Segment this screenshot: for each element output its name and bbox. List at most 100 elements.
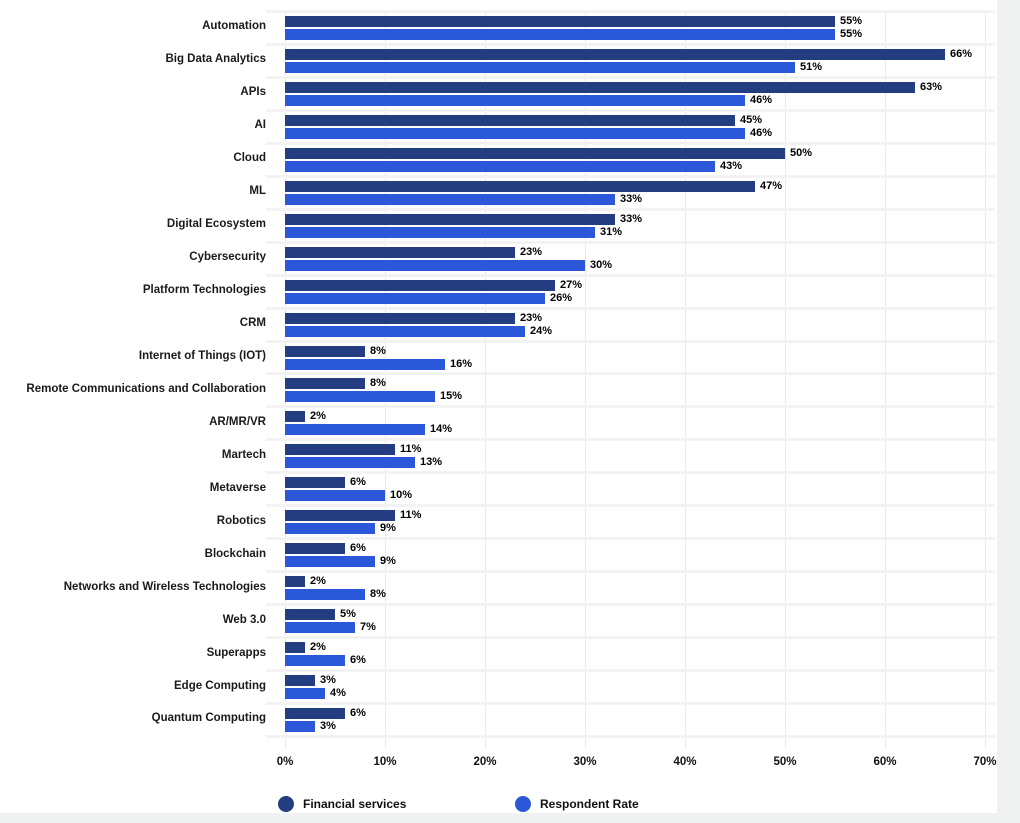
respondent-rate-bar[interactable] <box>285 292 545 304</box>
financial-services-bar[interactable] <box>285 543 345 555</box>
category-label: ML <box>249 185 266 198</box>
bar-value-label: 5% <box>340 608 356 621</box>
category-label: Cybersecurity <box>189 251 266 264</box>
bar-value-label: 6% <box>350 542 366 555</box>
respondent-rate-bar[interactable] <box>285 556 375 568</box>
bar-value-label: 51% <box>800 60 823 73</box>
bar-value-label: 7% <box>360 621 376 634</box>
bar-value-label: 8% <box>370 588 386 601</box>
bar-value-label: 8% <box>370 377 386 390</box>
bar-line: 63% <box>285 81 995 93</box>
bar-line: 55% <box>285 28 995 40</box>
respondent-rate-bar[interactable] <box>285 523 375 535</box>
financial-services-bar[interactable] <box>285 279 555 291</box>
category-label: APIs <box>240 86 266 99</box>
respondent-rate-bar[interactable] <box>285 688 325 700</box>
chart-row: Internet of Things (IOT) 8% 16% <box>0 339 995 373</box>
bar-line: 6% <box>285 707 995 719</box>
financial-services-bar[interactable] <box>285 510 395 522</box>
respondent-rate-bar[interactable] <box>285 589 365 601</box>
chart-row: Superapps 2% 6% <box>0 636 995 669</box>
respondent-rate-bar[interactable] <box>285 61 795 73</box>
financial-services-bar[interactable] <box>285 345 365 357</box>
respondent-rate-bar[interactable] <box>285 720 315 732</box>
bar-value-label: 46% <box>750 93 773 106</box>
financial-services-bar[interactable] <box>285 609 335 621</box>
x-axis-tick-label: 70% <box>973 756 997 768</box>
respondent-rate-bar[interactable] <box>285 391 435 403</box>
bar-value-label: 11% <box>400 443 422 456</box>
financial-services-bar[interactable] <box>285 642 305 654</box>
row-plot: 5% 7% <box>266 603 995 636</box>
row-plot: 55% 55% <box>266 10 995 43</box>
financial-services-bar[interactable] <box>285 707 345 719</box>
financial-services-bar[interactable] <box>285 180 755 192</box>
respondent-rate-bar[interactable] <box>285 457 415 469</box>
financial-services-bar[interactable] <box>285 576 305 588</box>
respondent-rate-bar[interactable] <box>285 424 425 436</box>
financial-services-bar[interactable] <box>285 48 945 60</box>
respondent-rate-bar[interactable] <box>285 127 745 139</box>
respondent-rate-bar[interactable] <box>285 358 445 370</box>
respondent-rate-bar[interactable] <box>285 28 835 40</box>
category-label: CRM <box>239 317 266 330</box>
legend-item-financial-services[interactable]: Financial services <box>278 795 406 813</box>
bar-value-label: 33% <box>620 212 643 225</box>
bar-line: 23% <box>285 246 995 258</box>
bar-line: 5% <box>285 608 995 621</box>
respondent-rate-bar[interactable] <box>285 193 615 205</box>
financial-services-bar[interactable] <box>285 675 315 687</box>
x-axis-tick-label: 60% <box>873 756 897 768</box>
financial-services-bar[interactable] <box>285 477 345 489</box>
bar-line: 16% <box>285 357 995 370</box>
bar-line: 6% <box>285 542 995 555</box>
bar-line: 66% <box>285 48 995 60</box>
financial-services-bar[interactable] <box>285 81 915 93</box>
respondent-rate-bar[interactable] <box>285 94 745 106</box>
financial-services-bar[interactable] <box>285 246 515 258</box>
category-label: Platform Technologies <box>142 284 266 297</box>
respondent-rate-bar[interactable] <box>285 259 585 271</box>
bar-line: 11% <box>285 509 995 522</box>
bar-value-label: 46% <box>750 126 773 139</box>
bar-value-label: 3% <box>320 719 336 732</box>
respondent-rate-bar[interactable] <box>285 226 595 238</box>
bar-line: 27% <box>285 279 995 291</box>
bar-value-label: 9% <box>380 555 396 568</box>
respondent-rate-bar[interactable] <box>285 655 345 667</box>
row-plot: 11% 9% <box>266 504 995 537</box>
row-plot: 66% 51% <box>266 42 995 76</box>
financial-services-bar[interactable] <box>285 147 785 159</box>
bar-value-label: 50% <box>790 146 813 159</box>
category-label: Metaverse <box>209 481 266 494</box>
row-plot: 11% 13% <box>266 438 995 471</box>
bar-line: 45% <box>285 114 995 126</box>
respondent-rate-bar[interactable] <box>285 490 385 502</box>
legend-label: Respondent Rate <box>540 797 639 811</box>
category-label: Robotics <box>216 514 266 527</box>
row-plot: 47% 33% <box>266 174 995 208</box>
bar-line: 6% <box>285 655 995 667</box>
financial-services-bar[interactable] <box>285 411 305 423</box>
respondent-rate-bar[interactable] <box>285 622 355 634</box>
financial-services-bar[interactable] <box>285 444 395 456</box>
category-label: AI <box>254 119 267 132</box>
chart-row: Quantum Computing 6% 3% <box>0 702 995 735</box>
financial-services-bar[interactable] <box>285 378 365 390</box>
category-label: Edge Computing <box>174 679 266 692</box>
legend-item-respondent-rate[interactable]: Respondent Rate <box>515 795 639 813</box>
bar-line: 8% <box>285 377 995 390</box>
respondent-rate-bar[interactable] <box>285 160 715 172</box>
bar-value-label: 2% <box>310 575 326 588</box>
respondent-rate-bar[interactable] <box>285 325 525 337</box>
financial-services-bar[interactable] <box>285 15 835 27</box>
bar-line: 10% <box>285 490 995 502</box>
plot-bottom-separator <box>266 735 995 738</box>
bar-value-label: 11% <box>400 509 422 522</box>
financial-services-bar[interactable] <box>285 312 515 324</box>
bar-value-label: 9% <box>380 522 396 535</box>
bar-line: 4% <box>285 688 995 700</box>
financial-services-bar[interactable] <box>285 114 735 126</box>
bar-value-label: 16% <box>450 357 473 370</box>
financial-services-bar[interactable] <box>285 213 615 225</box>
